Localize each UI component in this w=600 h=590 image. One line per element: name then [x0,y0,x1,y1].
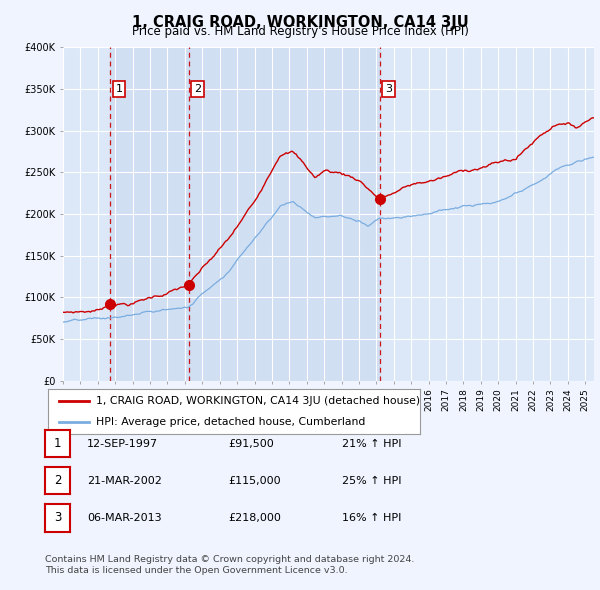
Text: £91,500: £91,500 [228,439,274,448]
Text: HPI: Average price, detached house, Cumberland: HPI: Average price, detached house, Cumb… [97,417,366,427]
Text: £115,000: £115,000 [228,476,281,486]
Text: 06-MAR-2013: 06-MAR-2013 [87,513,161,523]
Text: 25% ↑ HPI: 25% ↑ HPI [342,476,401,486]
Text: £218,000: £218,000 [228,513,281,523]
Text: 16% ↑ HPI: 16% ↑ HPI [342,513,401,523]
Bar [188,47,380,381]
Text: This data is licensed under the Open Government Licence v3.0.: This data is licensed under the Open Gov… [45,566,347,575]
Text: 12-SEP-1997: 12-SEP-1997 [87,439,158,448]
Text: 1: 1 [115,84,122,94]
Text: 2: 2 [54,474,61,487]
Text: 3: 3 [385,84,392,94]
Bar [110,47,188,381]
Text: Price paid vs. HM Land Registry's House Price Index (HPI): Price paid vs. HM Land Registry's House … [131,25,469,38]
Text: Contains HM Land Registry data © Crown copyright and database right 2024.: Contains HM Land Registry data © Crown c… [45,555,415,564]
Text: 21% ↑ HPI: 21% ↑ HPI [342,439,401,448]
Text: 1: 1 [54,437,61,450]
Text: 3: 3 [54,512,61,525]
Text: 21-MAR-2002: 21-MAR-2002 [87,476,162,486]
Text: 1, CRAIG ROAD, WORKINGTON, CA14 3JU (detached house): 1, CRAIG ROAD, WORKINGTON, CA14 3JU (det… [97,396,421,407]
Text: 1, CRAIG ROAD, WORKINGTON, CA14 3JU: 1, CRAIG ROAD, WORKINGTON, CA14 3JU [131,15,469,30]
Text: 2: 2 [194,84,201,94]
